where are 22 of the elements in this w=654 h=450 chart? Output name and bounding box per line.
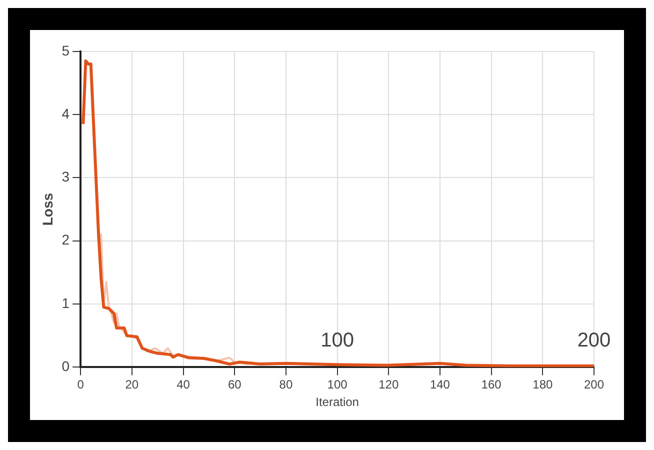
x-tick-label: 60 (228, 378, 242, 392)
x-tick-label: 120 (378, 378, 399, 392)
x-tick-label: 100 (327, 378, 348, 392)
x-axis-title: Iteration (316, 395, 359, 410)
y-tick-label: 0 (62, 358, 70, 374)
y-tick-label: 3 (62, 168, 70, 185)
x-tick-label: 160 (481, 378, 502, 392)
x-tick-label: 180 (532, 378, 553, 392)
x-tick-label: 0 (77, 378, 84, 392)
x-tick-label: 200 (584, 378, 604, 392)
y-tick-label: 1 (62, 294, 70, 311)
y-tick-label: 4 (62, 105, 70, 122)
y-tick-label: 5 (62, 42, 70, 58)
x-tick-label: 80 (279, 378, 293, 392)
annotation: 100 (320, 330, 354, 352)
picture-frame: Iteration Loss 0 20 40 60 80 100 120 140 160 180 200 0 1 2 3 4 5 100 200 (8, 8, 646, 442)
x-tick-label: 20 (125, 378, 139, 392)
x-tick-label: 40 (176, 378, 190, 392)
annotation: 200 (577, 330, 611, 352)
x-tick-label: 140 (430, 378, 450, 392)
y-axis-title: Loss (39, 192, 56, 226)
y-tick-label: 2 (62, 232, 70, 248)
